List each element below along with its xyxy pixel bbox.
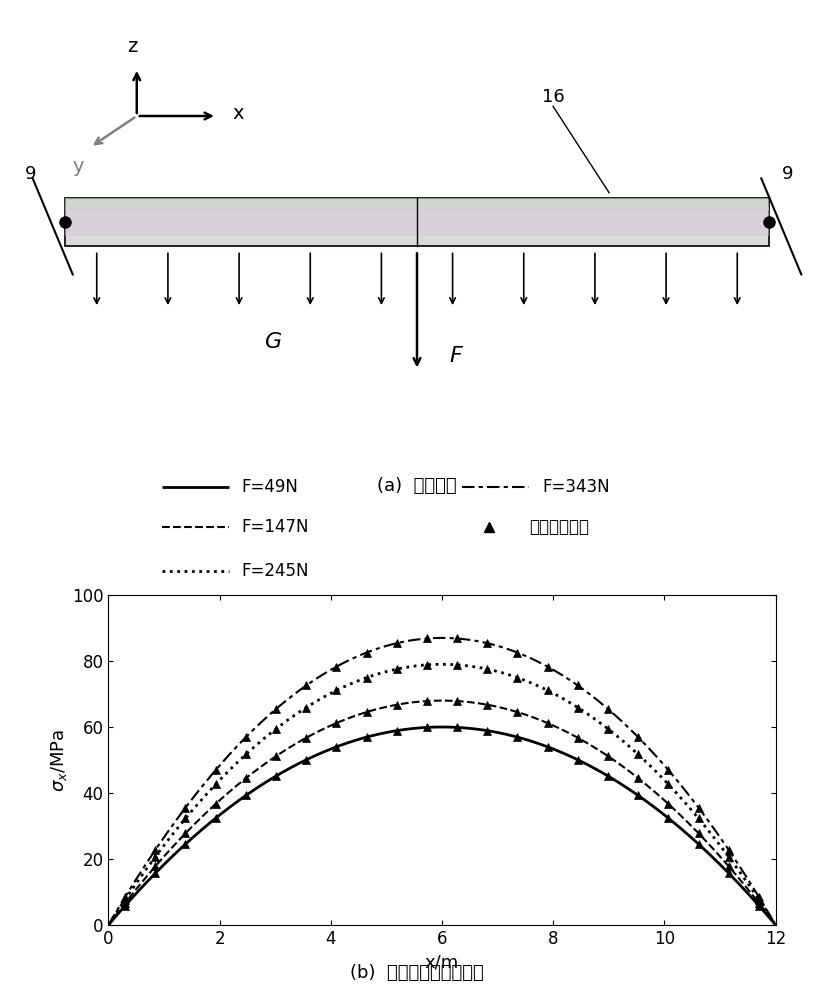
Text: z: z [128, 37, 138, 56]
Bar [65, 207, 769, 236]
Text: x: x [233, 104, 244, 123]
Text: 9: 9 [25, 165, 36, 183]
Text: F=343N: F=343N [542, 478, 610, 496]
Bar [65, 198, 769, 210]
X-axis label: x/m: x/m [425, 953, 460, 971]
Text: y: y [73, 157, 84, 176]
Text: $F$: $F$ [449, 345, 464, 367]
Bar [65, 198, 769, 246]
Text: $G$: $G$ [264, 331, 282, 353]
Text: 9: 9 [781, 165, 793, 183]
Text: (a)  仿真模型: (a) 仿真模型 [377, 477, 457, 495]
Text: F=245N: F=245N [242, 562, 309, 580]
Y-axis label: $\sigma_x$/MPa: $\sigma_x$/MPa [49, 728, 69, 792]
Text: F=49N: F=49N [242, 478, 299, 496]
Text: F=147N: F=147N [242, 518, 309, 536]
Text: (b)  仿真和理论结果验证: (b) 仿真和理论结果验证 [350, 964, 484, 982]
Text: 16: 16 [542, 88, 565, 106]
Text: 理论计算结果: 理论计算结果 [529, 518, 589, 536]
